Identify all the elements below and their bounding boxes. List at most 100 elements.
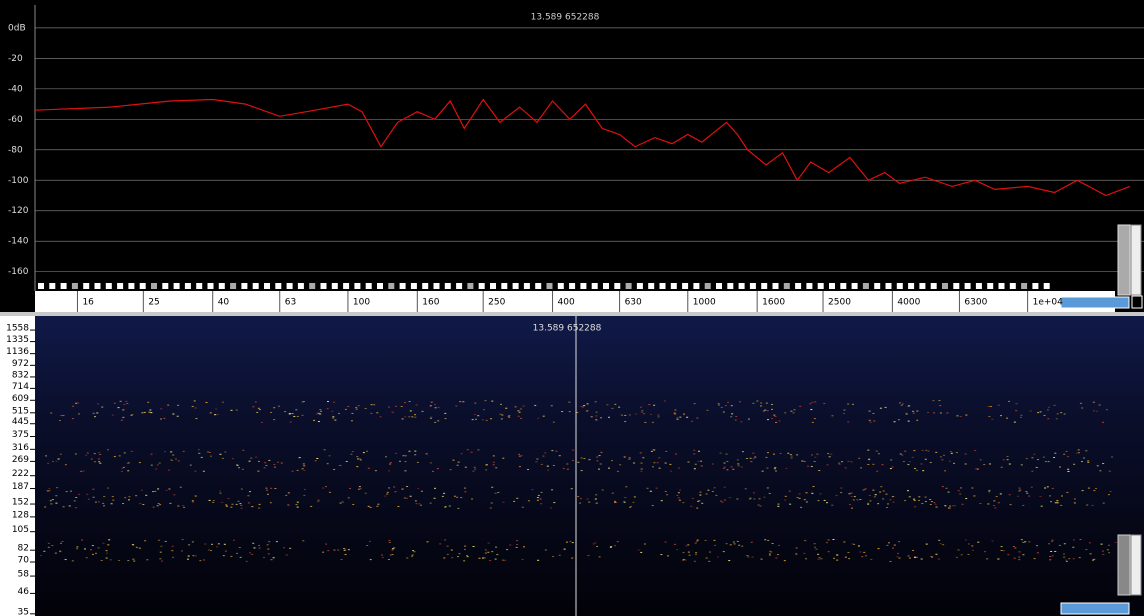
texture-dot bbox=[454, 496, 456, 497]
texture-dot bbox=[665, 463, 667, 464]
texture-dot bbox=[769, 493, 771, 494]
texture-dot bbox=[55, 503, 57, 504]
texture-dot bbox=[318, 421, 320, 422]
scrollbar[interactable] bbox=[1118, 225, 1130, 295]
texture-dot bbox=[907, 490, 909, 491]
texture-dot bbox=[359, 458, 361, 459]
texture-dot bbox=[935, 504, 937, 505]
texture-dot bbox=[921, 503, 923, 504]
texture-dot bbox=[227, 498, 229, 499]
texture-dot bbox=[752, 403, 754, 404]
zoom-box[interactable] bbox=[1132, 296, 1142, 308]
texture-dot bbox=[577, 462, 579, 463]
texture-dot bbox=[50, 500, 52, 501]
texture-dot bbox=[273, 557, 275, 558]
texture-dot bbox=[99, 454, 101, 455]
texture-dot bbox=[210, 456, 212, 457]
texture-dot bbox=[522, 559, 524, 560]
texture-dot bbox=[694, 468, 696, 469]
texture-dot bbox=[1057, 503, 1059, 504]
y-tick-label: -80 bbox=[8, 145, 23, 155]
y-tick-label: 0dB bbox=[8, 23, 26, 33]
band-key bbox=[230, 283, 236, 289]
texture-dot bbox=[332, 416, 334, 417]
scroll-ticks[interactable] bbox=[1131, 225, 1141, 295]
texture-dot bbox=[199, 560, 201, 561]
texture-dot bbox=[930, 504, 932, 505]
texture-dot bbox=[1048, 461, 1050, 462]
texture-dot bbox=[1020, 417, 1022, 418]
scrollbar[interactable] bbox=[1118, 535, 1130, 595]
texture-dot bbox=[421, 491, 423, 492]
texture-dot bbox=[486, 464, 488, 465]
band-key bbox=[603, 283, 609, 289]
texture-dot bbox=[799, 493, 801, 494]
texture-dot bbox=[882, 498, 884, 499]
texture-dot bbox=[836, 555, 838, 556]
texture-dot bbox=[344, 550, 346, 551]
texture-dot bbox=[780, 453, 782, 454]
scroll-ticks[interactable] bbox=[1131, 535, 1141, 595]
texture-dot bbox=[274, 488, 276, 489]
texture-dot bbox=[1025, 491, 1027, 492]
texture-dot bbox=[402, 418, 404, 419]
splitter[interactable] bbox=[0, 312, 1144, 316]
y-tick-label: 187 bbox=[12, 482, 29, 492]
zoom-slider[interactable] bbox=[1061, 297, 1129, 308]
texture-dot bbox=[852, 404, 854, 405]
texture-dot bbox=[94, 461, 96, 462]
y-tick-label: 1558 bbox=[6, 324, 29, 334]
texture-dot bbox=[1036, 467, 1038, 468]
texture-dot bbox=[965, 498, 967, 499]
texture-dot bbox=[122, 417, 124, 418]
texture-dot bbox=[1066, 561, 1068, 562]
texture-dot bbox=[1085, 450, 1087, 451]
y-tick-label: 316 bbox=[12, 443, 29, 453]
texture-dot bbox=[1007, 459, 1009, 460]
readout: 13.589 652288 bbox=[531, 13, 600, 23]
texture-dot bbox=[596, 457, 598, 458]
texture-dot bbox=[971, 487, 973, 488]
texture-dot bbox=[949, 461, 951, 462]
texture-dot bbox=[675, 454, 677, 455]
texture-dot bbox=[940, 412, 942, 413]
texture-dot bbox=[665, 491, 667, 492]
texture-dot bbox=[695, 464, 697, 465]
texture-dot bbox=[587, 403, 589, 404]
texture-dot bbox=[633, 463, 635, 464]
zoom-slider[interactable] bbox=[1061, 603, 1129, 614]
texture-dot bbox=[1060, 505, 1062, 506]
texture-dot bbox=[173, 494, 175, 495]
texture-dot bbox=[204, 544, 206, 545]
texture-dot bbox=[410, 410, 412, 411]
texture-dot bbox=[85, 455, 87, 456]
texture-dot bbox=[623, 501, 625, 502]
x-tick-label: 1000 bbox=[693, 298, 716, 308]
texture-dot bbox=[163, 418, 165, 419]
texture-dot bbox=[946, 412, 948, 413]
texture-dot bbox=[1052, 488, 1054, 489]
texture-dot bbox=[750, 461, 752, 462]
texture-dot bbox=[651, 451, 653, 452]
texture-dot bbox=[395, 491, 397, 492]
texture-dot bbox=[576, 412, 578, 413]
texture-dot bbox=[404, 461, 406, 462]
texture-dot bbox=[1034, 558, 1036, 559]
texture-dot bbox=[624, 415, 626, 416]
band-key bbox=[366, 283, 372, 289]
texture-dot bbox=[811, 454, 813, 455]
texture-dot bbox=[490, 508, 492, 509]
texture-dot bbox=[1009, 464, 1011, 465]
texture-dot bbox=[1056, 418, 1058, 419]
texture-dot bbox=[916, 420, 918, 421]
texture-dot bbox=[297, 507, 299, 508]
texture-dot bbox=[670, 471, 672, 472]
texture-dot bbox=[848, 558, 850, 559]
texture-dot bbox=[101, 407, 103, 408]
texture-dot bbox=[677, 419, 679, 420]
texture-dot bbox=[860, 467, 862, 468]
texture-dot bbox=[302, 415, 304, 416]
texture-dot bbox=[717, 556, 719, 557]
texture-dot bbox=[232, 458, 234, 459]
texture-dot bbox=[1014, 558, 1016, 559]
